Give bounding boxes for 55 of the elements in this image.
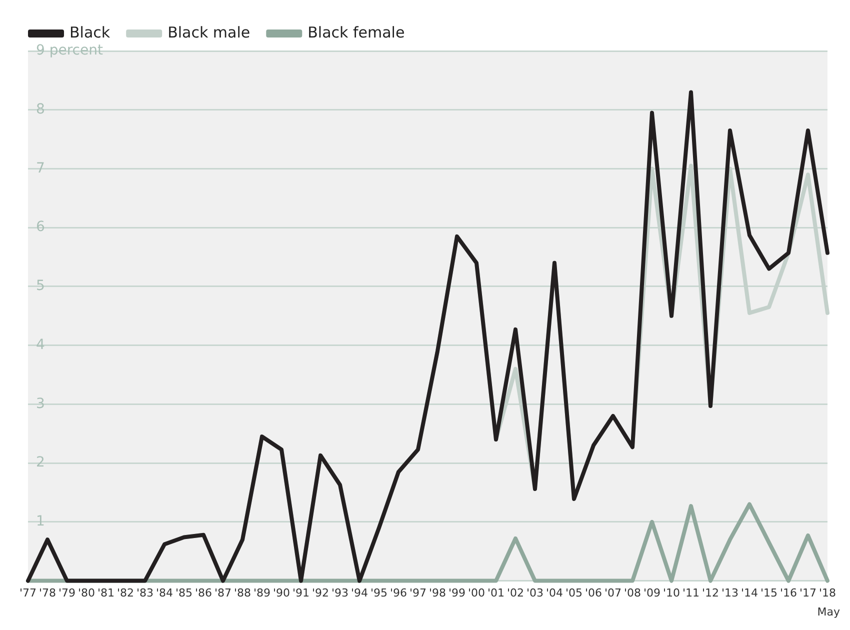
x-tick-label: '96 (390, 586, 408, 600)
y-tick-label: 1 (36, 514, 45, 530)
x-tick-label: '94 (350, 586, 368, 600)
x-tick-label: '15 (760, 586, 778, 600)
y-tick-label: 6 (36, 219, 45, 236)
x-tick-label: '98 (428, 586, 446, 600)
x-tick-label: '01 (487, 586, 505, 600)
text: May (817, 605, 840, 618)
x-tick-label: '08 (624, 586, 642, 600)
x-tick-label: '81 (97, 586, 115, 600)
x-tick-label: '84 (156, 586, 174, 600)
x-tick-label: '02 (506, 586, 524, 600)
legend-label: Black male (168, 23, 250, 42)
y-tick-label: 2 (36, 454, 45, 471)
x-tick-label: '03 (526, 586, 544, 600)
x-tick-label: '83 (136, 586, 154, 600)
x-tick-label: '90 (272, 586, 290, 600)
x-tick-label: '88 (234, 586, 252, 600)
x-tick-label: '99 (448, 586, 466, 600)
x-tick-label: '87 (214, 586, 232, 600)
x-tick-label: '79 (58, 586, 76, 600)
legend-label: Black female (308, 23, 405, 42)
x-tick-label: '97 (409, 586, 427, 600)
x-tick-label: '09 (643, 586, 661, 600)
x-tick-label: '10 (662, 586, 680, 600)
x-tick-label: '91 (292, 586, 310, 600)
y-tick-label: 5 (36, 278, 45, 294)
x-tick-label: '05 (565, 586, 583, 600)
x-tick-label: '16 (780, 586, 798, 600)
x-tick-label: '78 (38, 586, 56, 600)
y-tick-label: 8 (36, 102, 45, 118)
x-tick-label: '95 (370, 586, 388, 600)
x-tick-label: '12 (702, 586, 720, 600)
x-tick-label: '14 (740, 586, 758, 600)
legend-label: Black (70, 23, 110, 42)
x-tick-label: '11 (682, 586, 700, 600)
x-tick-label: '07 (604, 586, 622, 600)
x-tick-label: '85 (175, 586, 193, 600)
x-tick-label: '93 (331, 586, 349, 600)
x-tick-label: '13 (721, 586, 739, 600)
x-tick-label: '80 (78, 586, 96, 600)
x-tick-label: '86 (194, 586, 212, 600)
x-tick-label: '18 (818, 586, 836, 600)
x-tick-label: '92 (312, 586, 330, 600)
x-tick-label: '77 (19, 586, 37, 600)
x-tick-label: '06 (584, 586, 602, 600)
x-tick-label: '89 (253, 586, 271, 600)
x-tick-label: '82 (116, 586, 134, 600)
y-tick-label: 3 (36, 396, 45, 412)
y-tick-label: 9 percent (36, 42, 104, 59)
y-tick-label: 4 (36, 336, 45, 353)
y-tick-label: 7 (36, 160, 45, 176)
x-tick-label: '17 (799, 586, 817, 600)
x-tick-label: '00 (468, 586, 486, 600)
x-tick-label: '04 (546, 586, 564, 600)
